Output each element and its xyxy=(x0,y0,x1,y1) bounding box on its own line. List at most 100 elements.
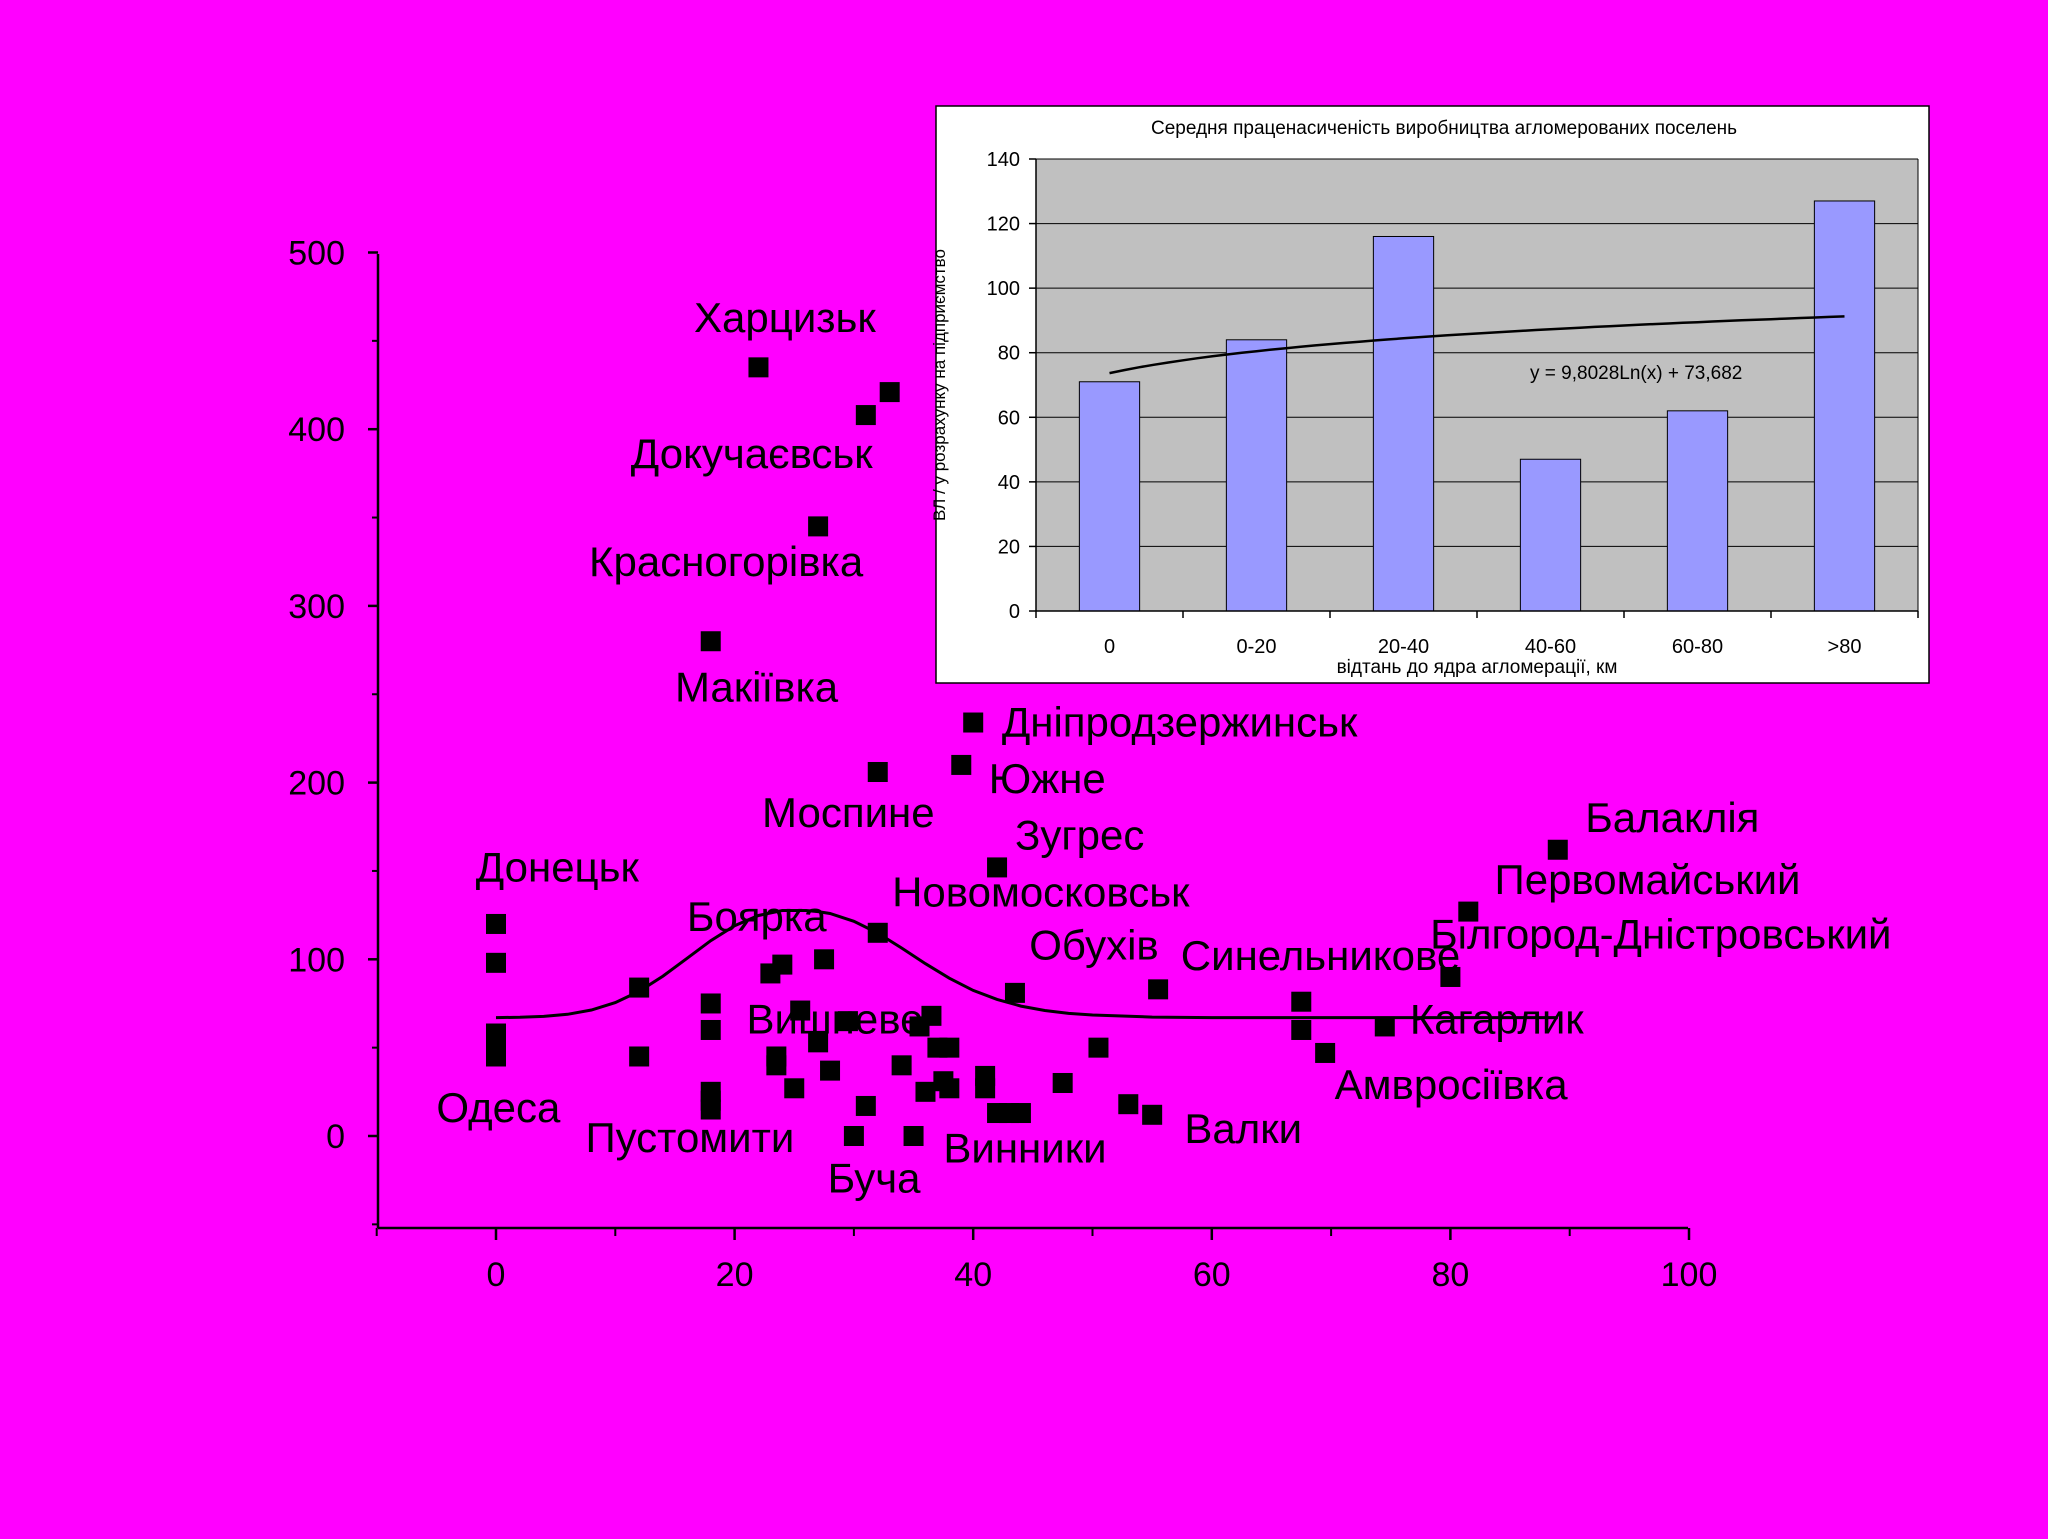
data-point xyxy=(486,913,506,934)
inset-y-tick-label: 60 xyxy=(998,407,1020,429)
inset-bar xyxy=(1372,235,1435,612)
inset-y-tick-label: 20 xyxy=(998,536,1020,558)
inset-x-tick-label: >80 xyxy=(1828,636,1862,658)
data-point xyxy=(903,1126,924,1146)
data-point xyxy=(1547,839,1568,860)
x-tick-label: 80 xyxy=(1431,1256,1469,1294)
data-point xyxy=(748,357,769,378)
data-point xyxy=(808,1032,829,1053)
y-tick-label: 300 xyxy=(288,588,345,626)
x-tick-label: 0 xyxy=(487,1256,506,1294)
inset-x-tick-label: 40-60 xyxy=(1525,636,1576,658)
data-point xyxy=(879,382,900,403)
data-point xyxy=(939,1078,960,1099)
x-tick-label: 100 xyxy=(1661,1256,1718,1294)
data-point xyxy=(951,754,972,775)
data-point xyxy=(1142,1104,1163,1125)
city-label: Харцизьк xyxy=(694,294,876,341)
y-tick-label: 100 xyxy=(288,941,345,979)
x-tick-label: 40 xyxy=(954,1256,992,1294)
data-point xyxy=(921,1005,942,1026)
city-label: Вишневе xyxy=(747,996,924,1043)
inset-x-axis-label: відтань до ядра агломерації, км xyxy=(1337,657,1618,678)
city-label: Обухів xyxy=(1029,921,1158,968)
data-point xyxy=(1148,979,1169,1000)
data-point xyxy=(629,1046,650,1067)
data-point xyxy=(843,1126,864,1146)
city-label: Новомосковськ xyxy=(892,868,1190,915)
inset-x-ticks: 0 0-20 20-40 40-60 60-80 >80 xyxy=(1035,611,1919,658)
data-point xyxy=(629,977,650,998)
data-point xyxy=(867,761,888,782)
data-point xyxy=(1440,966,1461,987)
inset-trendline xyxy=(1109,315,1845,375)
inset-bar xyxy=(1078,381,1141,612)
y-tick-label: 200 xyxy=(288,765,345,803)
inset-y-axis-label: ВЛ / у розрахунку на підприємство xyxy=(930,249,949,521)
city-label: Білгород-Дністровський xyxy=(1430,911,1891,958)
inset-bar xyxy=(1225,339,1288,612)
data-point xyxy=(700,631,721,652)
data-point xyxy=(820,1060,841,1081)
data-point xyxy=(700,1099,721,1120)
city-label: Южне xyxy=(989,755,1106,802)
inset-bar xyxy=(1666,410,1729,612)
inset-plot-area xyxy=(1036,159,1918,611)
city-label: Докучаєвськ xyxy=(631,430,874,477)
data-point xyxy=(1291,1019,1312,1040)
city-label: Балаклія xyxy=(1585,794,1759,841)
city-label: Боярка xyxy=(687,893,827,940)
city-label: Буча xyxy=(828,1155,922,1202)
data-point xyxy=(784,1078,805,1099)
city-label: Зугрес xyxy=(1015,812,1144,859)
x-tick-label: 60 xyxy=(1193,1256,1231,1294)
data-point xyxy=(975,1078,996,1099)
data-point xyxy=(700,993,721,1014)
data-point xyxy=(1088,1037,1109,1058)
data-point xyxy=(1118,1094,1139,1115)
data-point xyxy=(891,1055,912,1076)
inset-bar xyxy=(1519,458,1582,612)
city-label: Амвросіївка xyxy=(1335,1061,1569,1108)
data-points xyxy=(486,357,1568,1146)
inset-y-tick-label: 120 xyxy=(987,214,1020,236)
data-point xyxy=(1458,901,1479,922)
city-label: Первомайський xyxy=(1495,856,1801,903)
inset-trendline-equation: y = 9,8028Ln(x) + 73,682 xyxy=(1530,363,1742,384)
city-label: Винники xyxy=(943,1125,1106,1172)
data-point xyxy=(915,1081,936,1102)
y-tick-label: 500 xyxy=(288,235,345,273)
inset-bar-chart: Середня праценасиченість виробництва агл… xyxy=(930,105,1930,684)
data-point xyxy=(1374,1016,1395,1037)
data-point xyxy=(1010,1103,1031,1124)
trend-curve xyxy=(495,909,1558,1020)
inset-y-tick-label: 100 xyxy=(987,278,1020,300)
x-tick-label: 20 xyxy=(716,1256,754,1294)
inset-chart-title: Середня праценасиченість виробництва агл… xyxy=(1151,118,1737,139)
data-point xyxy=(700,1019,721,1040)
data-point xyxy=(867,922,888,943)
data-point xyxy=(486,952,506,973)
city-label: Одеса xyxy=(436,1084,561,1131)
scatter-chart: 0 100 200 300 400 500 0 20 40 60 80 100 Харцизьк До… xyxy=(288,235,1891,1295)
inset-x-tick-label: 0 xyxy=(1104,636,1115,658)
y-tick-label: 400 xyxy=(288,411,345,449)
data-point xyxy=(855,405,876,426)
inset-y-tick-label: 40 xyxy=(998,472,1020,494)
city-label: Пустомити xyxy=(585,1114,794,1161)
data-point xyxy=(855,1095,876,1116)
city-label: Красногорівка xyxy=(589,538,864,585)
inset-y-tick-label: 140 xyxy=(987,149,1020,171)
inset-bars xyxy=(1078,200,1876,612)
data-point xyxy=(814,949,835,970)
city-label: Моспине xyxy=(762,789,935,836)
data-point xyxy=(1315,1042,1336,1063)
data-point xyxy=(808,516,829,537)
data-point xyxy=(1052,1072,1073,1093)
scatter-axes: 0 100 200 300 400 500 0 20 40 60 80 100 xyxy=(288,235,1717,1295)
inset-y-tick-label: 80 xyxy=(998,343,1020,365)
inset-x-tick-label: 60-80 xyxy=(1672,636,1723,658)
inset-x-tick-label: 0-20 xyxy=(1236,636,1276,658)
data-point xyxy=(939,1037,960,1058)
